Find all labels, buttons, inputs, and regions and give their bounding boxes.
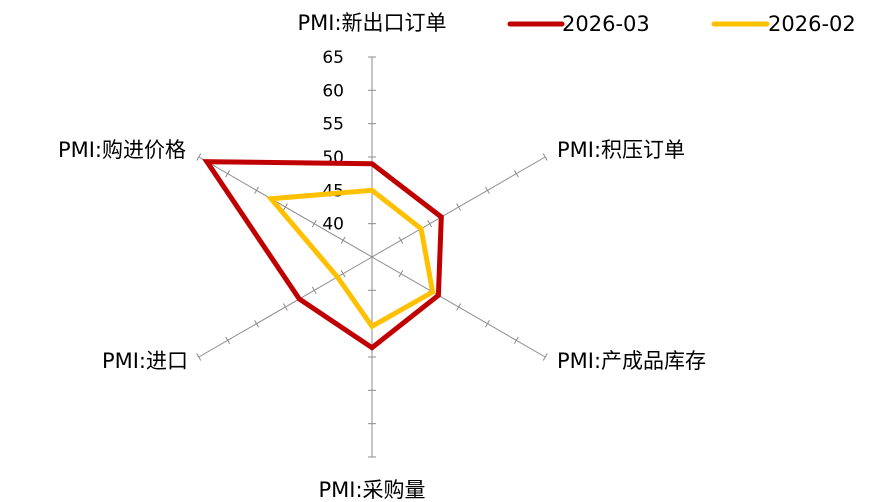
axis-tick-mark [282,203,288,211]
axis-tick-mark [254,319,259,328]
axis-tick-mark [340,236,346,245]
tick-label-55: 55 [322,115,344,135]
axis-label-backlog-orders: PMI:积压订单 [557,138,685,162]
axis-tick-mark [311,286,317,295]
axis-tick-mark [225,169,231,178]
axis-tick-mark [196,153,202,161]
axis-label-new-export-orders: PMI:新出口订单 [297,11,446,35]
axis-tick-mark [485,186,490,195]
legend-label-2026-03: 2026-03 [562,12,650,36]
axis-label-imports: PMI:进口 [102,349,188,373]
tick-label-60: 60 [322,81,344,101]
axis-tick-mark [340,269,346,278]
axis-tick-mark [427,219,433,228]
axis-tick-mark [225,336,231,345]
axis-tick-mark [513,336,519,345]
series-polygon-2026-03 [202,159,444,351]
axis-tick-mark [398,269,404,278]
axis-tick-mark [456,203,462,211]
tick-label-65: 65 [322,48,344,68]
axis-tick-mark [513,169,519,178]
axis-tick-mark [456,303,462,311]
axis-tick-mark [398,236,404,245]
axes-layer [196,56,548,458]
legend: 2026-03 2026-02 [507,12,856,36]
legend-label-2026-02: 2026-02 [768,12,856,36]
axis-label-purchase-quantity: PMI:采购量 [318,478,425,502]
axis-tick-mark [282,303,288,311]
series-layer [202,159,444,351]
series-polygon-2026-02 [265,187,436,330]
axis-tick-mark [311,219,317,228]
tick-label-40: 40 [322,215,344,235]
axis-tick-mark [254,186,259,195]
axis-tick-mark [542,153,548,161]
axis-tick-mark [196,353,202,361]
axis-label-purchase-price: PMI:购进价格 [58,138,186,162]
axis-tick-mark [485,319,490,328]
axis-tick-mark [542,353,548,361]
axis-label-finished-goods-inventory: PMI:产成品库存 [557,349,706,373]
